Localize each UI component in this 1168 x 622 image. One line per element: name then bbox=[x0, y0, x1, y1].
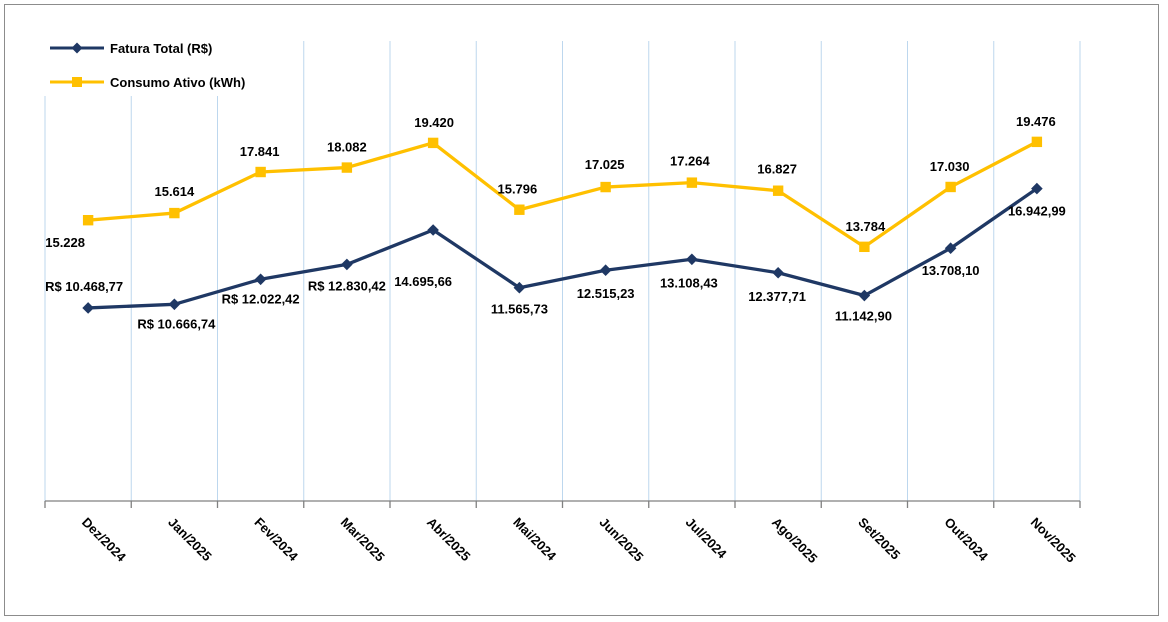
x-axis-label: Jun/2025 bbox=[597, 515, 647, 565]
x-axis-label: Jul/2024 bbox=[683, 515, 730, 562]
consumo-ativo-data-label: 19.476 bbox=[1016, 114, 1056, 129]
x-axis-label: Mai/2024 bbox=[510, 515, 559, 564]
fatura-total-data-label: 13.108,43 bbox=[660, 275, 718, 290]
x-axis-label: Jan/2025 bbox=[165, 515, 214, 564]
consumo-ativo-marker bbox=[514, 204, 525, 215]
consumo-ativo-marker bbox=[600, 181, 611, 193]
chart-frame bbox=[4, 4, 1159, 616]
x-axis-label: Mar/2025 bbox=[338, 515, 388, 565]
fatura-total-data-label: 16.942,99 bbox=[1008, 204, 1066, 219]
fatura-total-marker bbox=[858, 289, 871, 302]
fatura-total-marker bbox=[341, 258, 353, 271]
gridlines-group bbox=[44, 41, 1081, 501]
series-group bbox=[82, 136, 1043, 314]
legend-label: Fatura Total (R$) bbox=[110, 41, 212, 56]
consumo-ativo-data-label: 17.025 bbox=[585, 157, 625, 172]
fatura-total-line bbox=[86, 186, 1039, 310]
consumo-ativo-marker bbox=[772, 185, 784, 196]
x-axis-label: Set/2025 bbox=[855, 515, 903, 563]
legend-diamond-marker bbox=[71, 42, 83, 54]
legend-item-fatura-total: Fatura Total (R$) bbox=[50, 41, 212, 56]
fatura-total-marker bbox=[82, 302, 94, 314]
consumo-ativo-data-label: 17.841 bbox=[240, 144, 280, 159]
fatura-total-data-label: R$ 12.022,42 bbox=[222, 291, 300, 306]
fatura-total-marker bbox=[772, 266, 784, 279]
x-axis-labels-group: Dez/2024 Jan/2025 Fev/2024 Mar/2025 Abr/2025… bbox=[79, 515, 1079, 566]
fatura-total-data-label: 12.377,71 bbox=[748, 289, 806, 304]
consumo-ativo-marker bbox=[686, 177, 698, 188]
fatura-total-marker bbox=[686, 253, 698, 266]
fatura-total-data-label: 14.695,66 bbox=[394, 274, 452, 289]
consumo-ativo-data-label: 15.614 bbox=[154, 184, 195, 199]
fatura-total-marker bbox=[1031, 182, 1043, 195]
fatura-total-marker bbox=[168, 298, 181, 311]
fatura-total-marker bbox=[599, 264, 612, 277]
consumo-ativo-marker bbox=[1031, 136, 1043, 148]
x-axis-label: Dez/2024 bbox=[79, 515, 130, 566]
consumo-ativo-data-label: 19.420 bbox=[414, 115, 454, 130]
legend-square-marker bbox=[72, 77, 82, 87]
consumo-ativo-data-label: 17.264 bbox=[670, 154, 711, 169]
fatura-total-marker bbox=[944, 242, 957, 255]
x-axis-label: Ago/2025 bbox=[769, 515, 820, 566]
consumo-ativo-data-label: 17.030 bbox=[930, 159, 970, 174]
x-axis-label: Out/2024 bbox=[942, 515, 992, 565]
fatura-total-data-label: 13.708,10 bbox=[922, 263, 980, 278]
consumo-ativo-marker bbox=[341, 162, 353, 173]
consumo-ativo-marker bbox=[169, 207, 180, 219]
x-axis-group bbox=[44, 500, 1081, 508]
consumo-ativo-marker bbox=[82, 214, 94, 226]
consumo-ativo-marker bbox=[945, 181, 956, 193]
fatura-total-marker bbox=[427, 224, 439, 236]
legend: Fatura Total (R$) Consumo Ativo (kWh) bbox=[38, 30, 260, 96]
fatura-total-data-label: 11.565,73 bbox=[491, 302, 548, 317]
x-axis-label: Abr/2025 bbox=[424, 515, 473, 564]
consumo-ativo-data-label: 18.082 bbox=[327, 140, 367, 155]
legend-item-consumo-ativo: Consumo Ativo (kWh) bbox=[50, 75, 245, 90]
data-labels-group: R$ 10.468,77 R$ 10.666,74 R$ 12.022,42 R$ 1… bbox=[45, 114, 1066, 331]
fatura-total-marker bbox=[254, 273, 267, 286]
fatura-total-marker bbox=[513, 281, 526, 294]
x-axis-label: Nov/2025 bbox=[1028, 515, 1079, 566]
fatura-total-data-label: R$ 10.666,74 bbox=[137, 316, 216, 331]
consumo-ativo-marker bbox=[255, 166, 266, 178]
legend-label: Consumo Ativo (kWh) bbox=[110, 75, 245, 90]
consumo-ativo-marker bbox=[427, 137, 439, 149]
consumo-ativo-data-label: 13.784 bbox=[845, 219, 886, 234]
consumo-ativo-data-label: 15.796 bbox=[497, 182, 537, 197]
consumo-ativo-data-label: 15.228 bbox=[45, 235, 85, 250]
consumo-ativo-data-label: 16.827 bbox=[757, 162, 797, 177]
fatura-total-data-label: R$ 10.468,77 bbox=[45, 279, 123, 294]
fatura-total-data-label: 12.515,23 bbox=[577, 286, 635, 301]
x-axis-label: Fev/2024 bbox=[252, 515, 302, 565]
consumo-ativo-marker bbox=[859, 241, 870, 253]
fatura-total-data-label: R$ 12.830,42 bbox=[308, 278, 386, 293]
fatura-total-data-label: 11.142,90 bbox=[835, 309, 892, 324]
consumo-ativo-line bbox=[86, 140, 1039, 249]
